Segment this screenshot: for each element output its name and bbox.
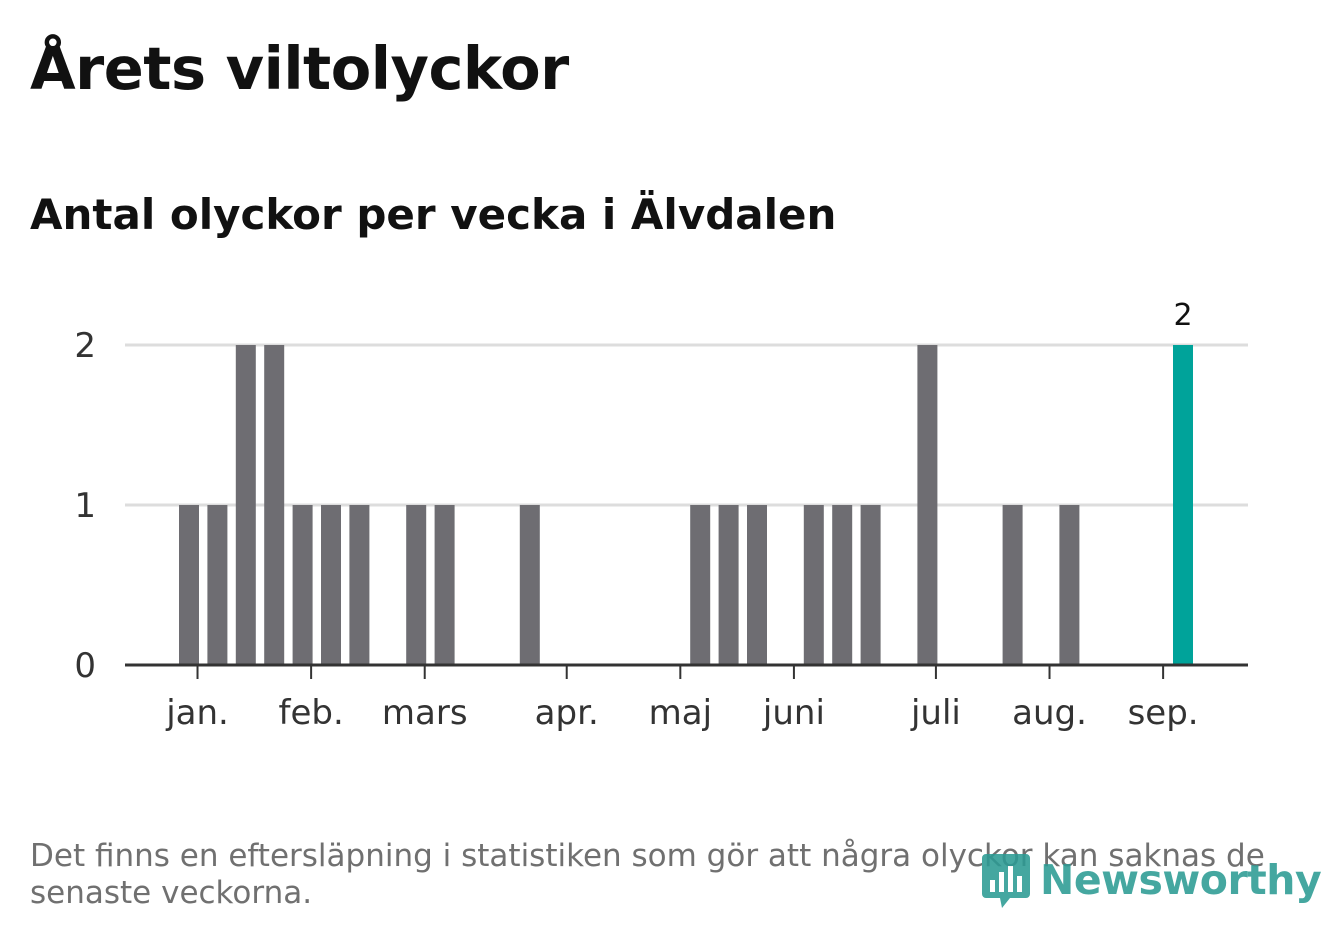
bar: [860, 505, 881, 665]
x-tick-label: feb.: [278, 693, 343, 733]
chart-title: Årets viltolyckor: [30, 34, 569, 103]
bar-highlight: [1173, 345, 1193, 665]
newsworthy-logo-icon: [982, 854, 1030, 908]
x-tick-label: sep.: [1128, 693, 1199, 733]
bar: [519, 505, 540, 665]
bar: [207, 505, 228, 665]
bar: [264, 345, 285, 665]
x-tick-label: maj: [649, 693, 712, 733]
bar-chart: 2 0 1 2 jan. feb. mars apr. maj juni juli aug. sep.: [74, 298, 1248, 733]
bar: [434, 505, 455, 665]
chart-subtitle: Antal olyckor per vecka i Älvdalen: [30, 190, 837, 239]
y-tick-label: 2: [74, 326, 96, 366]
y-tick-label: 0: [74, 646, 96, 686]
bar: [1059, 505, 1080, 665]
x-tick-label: jan.: [165, 693, 229, 733]
x-tick-label: apr.: [535, 693, 599, 733]
brand-name: Newsworthy: [1040, 856, 1322, 904]
bar: [406, 505, 427, 665]
x-tick-label: juni: [762, 693, 825, 733]
data-label: 2: [1173, 298, 1192, 333]
bar: [349, 505, 370, 665]
bar: [690, 505, 711, 665]
bar: [235, 345, 256, 665]
bar: [747, 505, 767, 665]
bar: [917, 345, 938, 665]
bar: [832, 505, 853, 665]
x-tick-label: mars: [382, 693, 468, 733]
y-tick-label: 1: [74, 486, 96, 526]
bar: [321, 505, 341, 665]
bar: [1002, 505, 1023, 665]
x-tick-label: juli: [910, 693, 961, 733]
bar: [292, 505, 313, 665]
brand-logo: Newsworthy: [980, 850, 1322, 910]
x-tick-label: aug.: [1012, 693, 1087, 733]
bar: [179, 505, 199, 665]
footnote: Det finns en eftersläpning i statistiken…: [30, 838, 1265, 911]
bar: [718, 505, 739, 665]
bar: [803, 505, 824, 665]
